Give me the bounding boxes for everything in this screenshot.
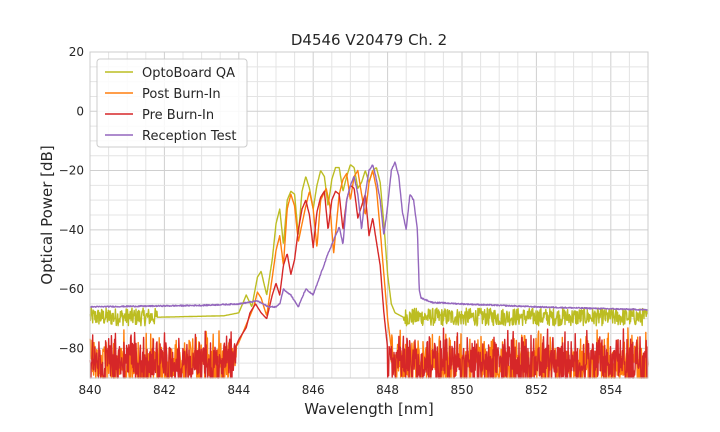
chart-title: D4546 V20479 Ch. 2 — [291, 31, 447, 49]
legend-label: OptoBoard QA — [142, 66, 235, 81]
x-tick-label: 850 — [451, 383, 474, 397]
plot-frame — [89, 51, 649, 379]
x-tick-label: 848 — [376, 383, 399, 397]
series-line-2 — [89, 184, 649, 379]
legend-label: Post Burn-In — [142, 87, 221, 102]
legend-box — [96, 58, 248, 148]
series-lines — [89, 161, 649, 379]
legend-label: Reception Test — [142, 129, 236, 144]
y-tick-label: 0 — [76, 104, 84, 118]
tick-labels: 840 842 844 846 848 850 852 854 20 0 −20 −40 −60 −80 — [59, 45, 623, 397]
y-tick-label: −20 — [59, 164, 84, 178]
y-tick-label: 20 — [69, 45, 84, 59]
x-axis-label: Wavelength [nm] — [304, 400, 434, 418]
legend-label: Pre Burn-In — [142, 108, 214, 123]
x-tick-label: 852 — [525, 383, 548, 397]
x-tick-label: 846 — [302, 383, 325, 397]
series-line-3 — [89, 161, 649, 311]
y-tick-label: −80 — [59, 341, 84, 355]
y-tick-label: −40 — [59, 223, 84, 237]
x-tick-label: 844 — [227, 383, 250, 397]
y-axis-label: Optical Power [dB] — [38, 145, 56, 284]
x-tick-label: 840 — [79, 383, 102, 397]
legend: OptoBoard QA Post Burn-In Pre Burn-In Recep… — [96, 58, 248, 148]
x-tick-label: 842 — [153, 383, 176, 397]
x-tick-label: 854 — [599, 383, 622, 397]
y-tick-label: −60 — [59, 282, 84, 296]
